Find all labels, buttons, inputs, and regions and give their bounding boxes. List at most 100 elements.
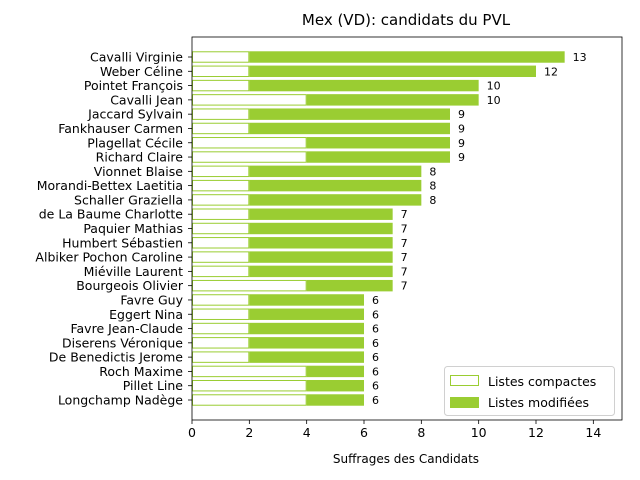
bar-total-label: 7 bbox=[401, 208, 408, 221]
category-label: Paquier Mathias bbox=[83, 221, 183, 236]
bar-total-label: 9 bbox=[458, 137, 465, 150]
x-tick-label: 8 bbox=[417, 425, 425, 440]
bar-total-label: 7 bbox=[401, 237, 408, 250]
bar-total-label: 6 bbox=[372, 337, 379, 350]
bar-modified bbox=[249, 251, 393, 263]
category-label: Albiker Pochon Caroline bbox=[35, 250, 183, 265]
bar-total-label: 8 bbox=[429, 165, 436, 178]
category-label: Richard Claire bbox=[96, 150, 184, 165]
category-label: Cavalli Virginie bbox=[90, 50, 183, 65]
bar-compact bbox=[192, 51, 250, 63]
bar-modified bbox=[306, 394, 364, 406]
bar-modified bbox=[249, 337, 364, 349]
bar-total-label: 6 bbox=[372, 308, 379, 321]
bar-modified bbox=[249, 265, 393, 278]
bar-modified bbox=[249, 222, 393, 235]
category-labels: 13 Cavalli Virginie 12 Weber Céline 10 Pointe… bbox=[35, 50, 586, 408]
category-label: Pillet Line bbox=[123, 378, 184, 393]
bar-total-label: 9 bbox=[458, 108, 465, 121]
category-label: Longchamp Nadège bbox=[58, 393, 183, 408]
bar-compact bbox=[192, 222, 250, 235]
bar-compact bbox=[192, 308, 250, 320]
bar-total-label: 9 bbox=[458, 151, 465, 164]
category-label: Fankhauser Carmen bbox=[58, 121, 183, 136]
bar-total-label: 6 bbox=[372, 365, 379, 378]
legend-label-compact: Listes compactes bbox=[488, 374, 596, 389]
legend-label-modified: Listes modifiées bbox=[488, 395, 589, 410]
x-tick-label: 0 bbox=[188, 425, 196, 440]
bar-compact bbox=[192, 79, 250, 92]
bar-modified bbox=[306, 151, 450, 163]
category-label: Favre Guy bbox=[120, 292, 183, 307]
bar-modified bbox=[249, 237, 393, 249]
category-label: Diserens Véronique bbox=[62, 335, 183, 350]
bar-total-label: 12 bbox=[544, 65, 558, 78]
x-tick-label: 6 bbox=[360, 425, 368, 440]
bar-modified bbox=[306, 137, 450, 149]
bar-compact bbox=[192, 351, 250, 363]
bar-modified bbox=[249, 308, 364, 320]
bars-layer bbox=[192, 51, 565, 406]
bar-modified bbox=[249, 194, 422, 206]
legend: Listes compactes Listes modifiées bbox=[444, 366, 615, 416]
bar-total-label: 7 bbox=[401, 265, 408, 278]
x-tick-label: 14 bbox=[585, 425, 601, 440]
bar-compact bbox=[192, 94, 307, 106]
legend-swatch-modified bbox=[450, 397, 479, 408]
bar-total-label: 8 bbox=[429, 180, 436, 193]
bar-modified bbox=[249, 108, 450, 120]
bar-modified bbox=[249, 294, 364, 306]
bar-compact bbox=[192, 337, 250, 349]
bar-compact bbox=[192, 65, 250, 78]
category-label: Jaccard Sylvain bbox=[87, 107, 183, 122]
legend-box bbox=[444, 366, 615, 416]
chart-title: Mex (VD): candidats du PVL bbox=[302, 11, 511, 29]
bar-modified bbox=[249, 65, 537, 78]
bar-compact bbox=[192, 208, 250, 220]
bar-modified bbox=[249, 208, 393, 220]
bar-compact bbox=[192, 108, 250, 120]
bar-modified bbox=[306, 279, 393, 292]
bar-modified bbox=[249, 179, 422, 192]
x-tick-label: 2 bbox=[245, 425, 253, 440]
category-label: De Benedictis Jerome bbox=[49, 350, 183, 365]
bar-compact bbox=[192, 294, 250, 306]
bar-compact bbox=[192, 379, 307, 392]
bar-total-label: 6 bbox=[372, 323, 379, 336]
bar-total-label: 6 bbox=[372, 351, 379, 364]
x-axis-label: Suffrages des Candidats bbox=[333, 452, 479, 466]
bar-compact bbox=[192, 122, 250, 135]
bar-modified bbox=[249, 122, 450, 135]
category-label: de La Baume Charlotte bbox=[39, 207, 184, 222]
x-tick-label: 10 bbox=[471, 425, 487, 440]
axes: 0 2 4 6 8 10 12 14 bbox=[188, 36, 623, 440]
bar-compact bbox=[192, 179, 250, 192]
bar-compact bbox=[192, 365, 307, 378]
bar-total-label: 7 bbox=[401, 280, 408, 293]
category-label: Weber Céline bbox=[100, 64, 183, 79]
bar-compact bbox=[192, 265, 250, 278]
bar-total-label: 9 bbox=[458, 122, 465, 135]
category-label: Bourgeois Olivier bbox=[76, 278, 184, 293]
bar-total-label: 7 bbox=[401, 223, 408, 236]
bar-modified bbox=[306, 365, 364, 378]
bar-compact bbox=[192, 394, 307, 406]
category-label: Miéville Laurent bbox=[84, 264, 183, 279]
bar-modified bbox=[306, 379, 364, 392]
bar-compact bbox=[192, 322, 250, 335]
bar-modified bbox=[306, 94, 479, 106]
bar-modified bbox=[249, 51, 565, 63]
bar-compact bbox=[192, 151, 307, 163]
bar-modified bbox=[249, 351, 364, 363]
x-tick-label: 4 bbox=[303, 425, 311, 440]
plot-frame bbox=[191, 36, 623, 421]
bar-compact bbox=[192, 194, 250, 206]
bar-total-label: 6 bbox=[372, 394, 379, 407]
bar-total-label: 10 bbox=[487, 94, 501, 107]
bar-compact bbox=[192, 237, 250, 249]
bar-compact bbox=[192, 137, 307, 149]
bar-total-label: 6 bbox=[372, 294, 379, 307]
bar-modified bbox=[249, 165, 422, 178]
category-label: Morandi-Bettex Laetitia bbox=[37, 178, 183, 193]
